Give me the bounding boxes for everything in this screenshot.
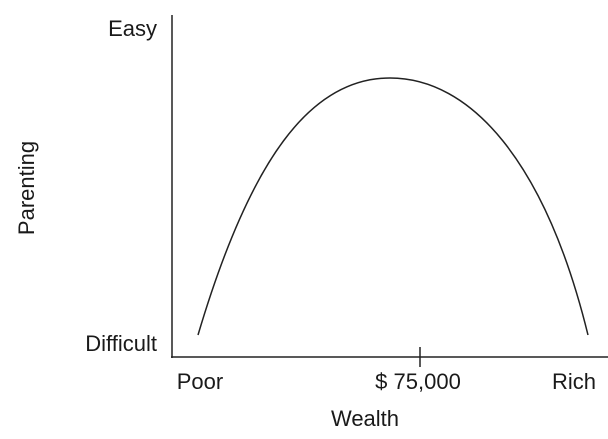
x-left-label: Poor: [177, 369, 223, 394]
y-axis-label: Parenting: [14, 141, 39, 235]
y-top-label: Easy: [108, 16, 157, 41]
x-middle-label: $ 75,000: [375, 369, 461, 394]
x-right-label: Rich: [552, 369, 596, 394]
x-axis-label: Wealth: [331, 406, 399, 431]
y-bottom-label: Difficult: [85, 331, 157, 356]
curve: [197, 77, 589, 336]
